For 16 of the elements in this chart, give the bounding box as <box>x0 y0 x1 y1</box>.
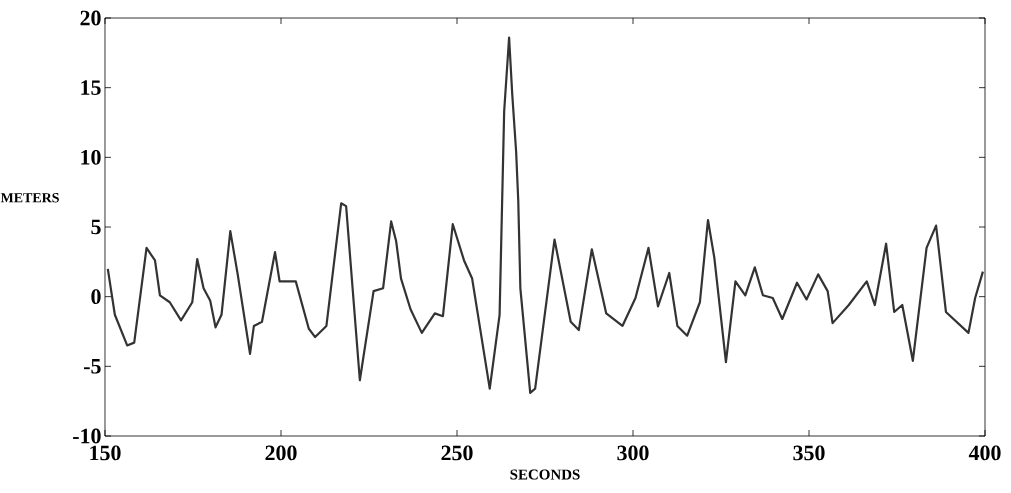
y-tick-label: 15 <box>81 80 101 96</box>
y-tick-label: 0 <box>91 289 101 305</box>
x-tick-label: 400 <box>968 445 1001 461</box>
line-series <box>106 36 984 394</box>
x-tick-label: 300 <box>617 445 649 461</box>
y-tick-label: 5 <box>91 219 101 235</box>
y-tick-label: -5 <box>84 359 101 374</box>
x-tick-label: 250 <box>441 445 473 461</box>
x-tick-label: 150 <box>90 445 121 461</box>
y-axis-title: METERS <box>0 193 59 203</box>
y-tick-label: 20 <box>80 10 101 26</box>
y-tick-label: -10 <box>73 428 101 444</box>
x-axis-title: SECONDS <box>510 469 580 480</box>
y-tick-label: 10 <box>81 149 101 165</box>
x-tick-label: 350 <box>793 445 825 461</box>
x-tick-label: 200 <box>265 445 297 461</box>
